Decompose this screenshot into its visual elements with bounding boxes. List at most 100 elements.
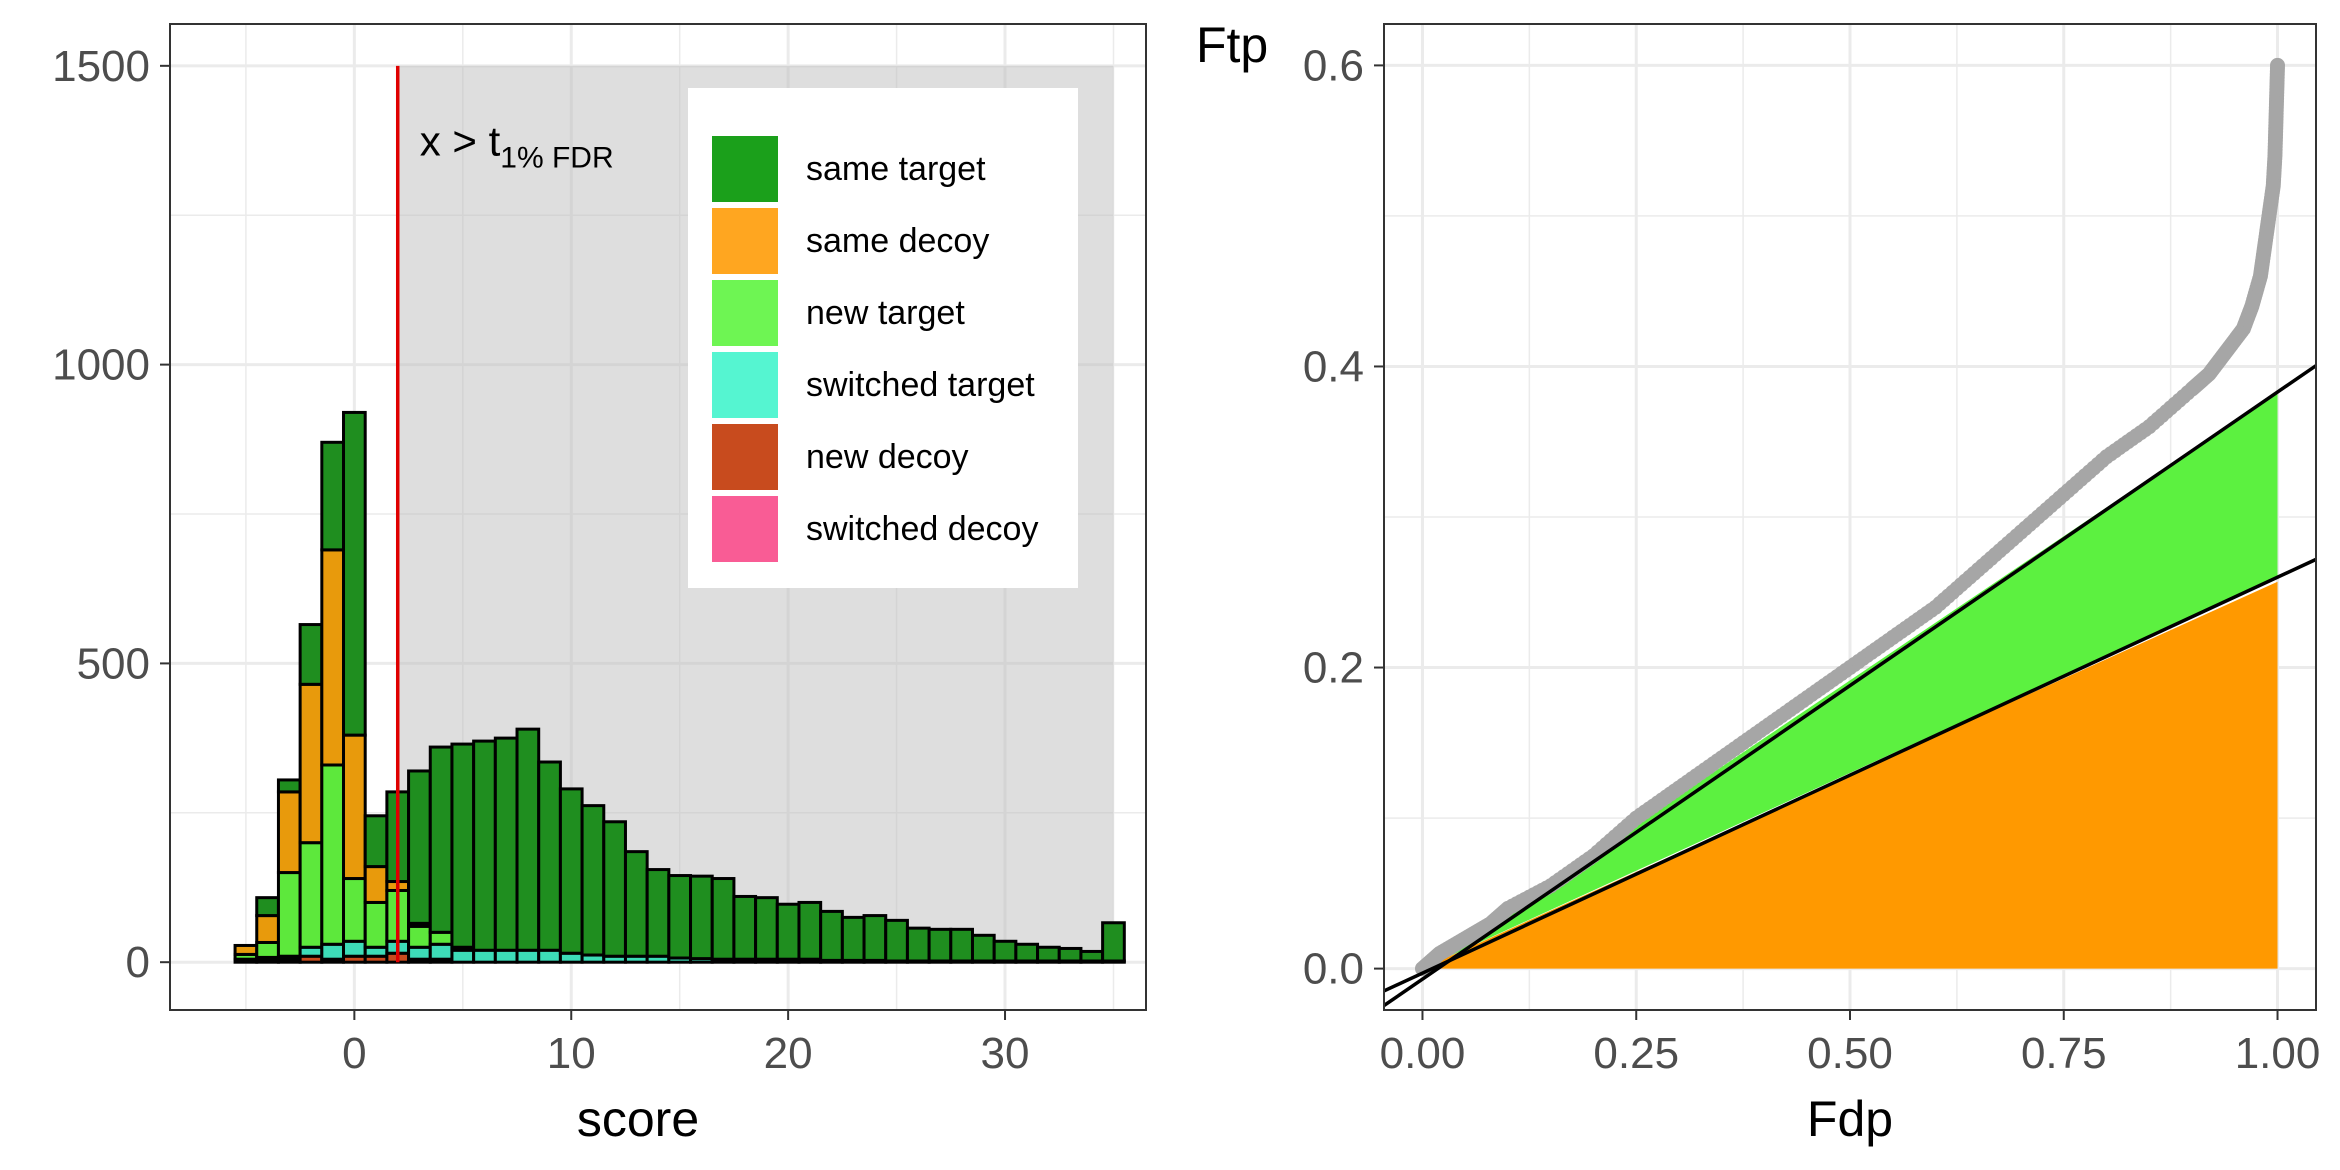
bar-same-target <box>602 820 627 958</box>
legend-swatch <box>712 496 778 562</box>
panel-border <box>1383 23 2317 1011</box>
bar-new-target <box>320 763 346 946</box>
bar-same-target <box>754 896 779 961</box>
y-tick-label: 1000 <box>52 341 150 390</box>
bar-same-target <box>797 900 823 961</box>
bar-same-target <box>450 742 476 949</box>
bar-same-target <box>407 769 432 925</box>
bar-new-target <box>342 877 367 943</box>
y-axis-title: Ftp <box>1196 17 1268 73</box>
bar-same-target <box>840 915 866 962</box>
y-tick-label: 0.6 <box>1303 41 1364 90</box>
bar-same-target <box>1079 949 1105 963</box>
bar-same-decoy <box>320 548 346 767</box>
x-tick-label: 0 <box>342 1029 366 1078</box>
bar-switched-target <box>320 942 346 961</box>
threshold-annotation-base: x > t <box>420 117 501 164</box>
bar-same-target <box>1036 945 1061 963</box>
bar-same-decoy <box>233 943 259 956</box>
bar-same-target <box>515 727 541 952</box>
bar-switched-target <box>515 948 541 964</box>
bar-new-target <box>428 930 454 946</box>
bar-new-target <box>255 940 280 959</box>
bar-same-target <box>428 745 454 934</box>
bar-same-target <box>320 440 346 552</box>
legend-swatch <box>712 208 778 274</box>
legend-label: switched decoy <box>806 510 1038 548</box>
bar-switched-target <box>428 942 454 961</box>
orange-area <box>1422 581 2278 969</box>
bar-same-target <box>927 927 953 963</box>
bar-same-target <box>472 739 497 952</box>
x-tick-label: 0.50 <box>1807 1029 1893 1078</box>
x-tick-label: 0.00 <box>1380 1029 1466 1078</box>
bar-switched-target <box>493 948 519 964</box>
y-tick-label: 1500 <box>52 42 150 91</box>
bar-same-target <box>905 926 931 963</box>
threshold-annotation: x > t1% FDR <box>420 117 614 174</box>
legend-label: switched target <box>806 366 1035 404</box>
x-tick-label: 20 <box>764 1029 813 1078</box>
x-tick-label: 0.75 <box>2021 1029 2107 1078</box>
bar-same-target <box>775 902 801 961</box>
bar-same-target <box>276 778 302 794</box>
bar-same-target <box>298 623 324 686</box>
bar-same-target <box>580 804 606 957</box>
bar-switched-target <box>472 948 497 964</box>
bar-new-target <box>363 900 389 949</box>
legend-label: new decoy <box>806 438 969 476</box>
legend-swatch <box>712 352 778 418</box>
bar-same-target <box>949 927 974 963</box>
x-tick-label: 30 <box>981 1029 1030 1078</box>
bar-same-target <box>493 736 519 952</box>
bar-same-target <box>884 918 909 963</box>
bar-same-target <box>623 850 649 958</box>
bar-same-target <box>819 909 844 962</box>
bar-same-target <box>992 939 1018 963</box>
panel-border <box>169 23 1147 1011</box>
legend-swatch <box>712 280 778 346</box>
y-tick-label: 0 <box>126 938 150 987</box>
reference-line-lower <box>1384 557 2316 993</box>
bar-same-target <box>645 868 671 958</box>
x-tick-label: 0.25 <box>1593 1029 1679 1078</box>
bar-same-decoy <box>342 733 367 881</box>
legend-label: same decoy <box>806 222 989 260</box>
bar-same-target <box>970 933 996 963</box>
y-tick-label: 0.4 <box>1303 342 1364 391</box>
bar-switched-target <box>407 945 432 961</box>
bar-same-target <box>689 874 714 961</box>
reference-line-upper <box>1384 364 2316 1008</box>
threshold-annotation-subscript: 1% FDR <box>500 141 613 174</box>
bar-same-decoy <box>276 790 302 875</box>
x-tick-label: 10 <box>547 1029 596 1078</box>
bar-same-target <box>667 874 693 960</box>
legend-swatch <box>712 136 778 202</box>
bar-same-decoy <box>363 865 389 904</box>
fdp-ftp-panel: 0.00 0.25 0.50 0.75 1.00 0.0 0.2 0.4 0.6 Fdp Ftp <box>1196 17 2320 1147</box>
x-tick-label: 1.00 <box>2235 1029 2321 1078</box>
bar-same-decoy <box>255 914 280 944</box>
bar-new-target <box>407 924 432 949</box>
histogram-panel: 0 10 20 30 0 500 1000 1500 x > t1% FDR score same … <box>52 23 1147 1147</box>
bar-new-target <box>276 871 302 958</box>
bar-same-target <box>1101 921 1126 963</box>
legend-label: new target <box>806 294 965 332</box>
bar-switched-target <box>537 948 562 964</box>
bar-same-target <box>342 410 367 737</box>
bar-same-target <box>537 760 562 952</box>
x-axis-title: Fdp <box>1807 1091 1893 1147</box>
bar-same-target <box>1014 942 1040 963</box>
bar-switched-target <box>450 948 476 964</box>
bar-switched-target <box>342 939 367 958</box>
bar-new-target <box>298 841 324 949</box>
bar-same-target <box>732 894 758 961</box>
legend-swatch <box>712 424 778 490</box>
y-tick-label: 0.0 <box>1303 945 1364 994</box>
y-tick-label: 500 <box>77 639 150 688</box>
bar-same-target <box>1057 946 1083 963</box>
bar-same-target <box>558 787 584 955</box>
bar-same-target <box>710 877 736 961</box>
bar-same-target <box>255 896 280 918</box>
legend-label: same target <box>806 150 986 188</box>
